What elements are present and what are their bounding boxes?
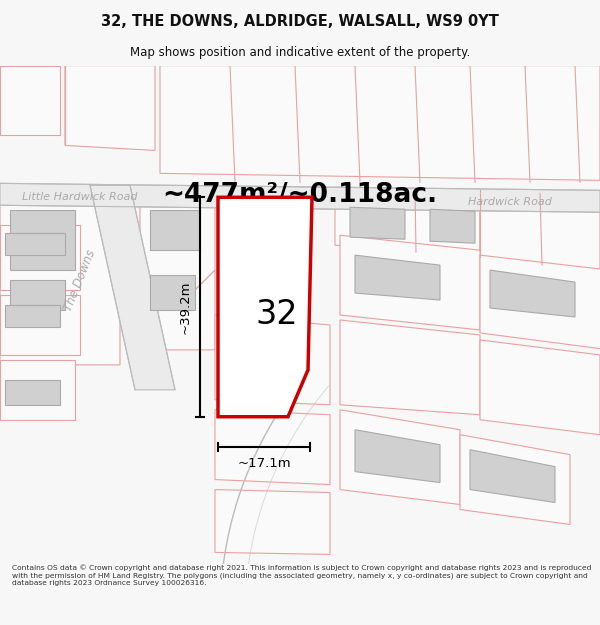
Polygon shape — [0, 190, 120, 365]
Polygon shape — [160, 66, 600, 181]
Polygon shape — [490, 270, 575, 317]
Text: Hardwick Road: Hardwick Road — [468, 198, 552, 208]
Text: Little Hardwick Road: Little Hardwick Road — [22, 192, 138, 202]
Polygon shape — [430, 209, 475, 243]
Polygon shape — [150, 210, 200, 250]
Polygon shape — [470, 449, 555, 503]
Bar — [5, 305, 60, 327]
Polygon shape — [90, 186, 175, 390]
Text: Contains OS data © Crown copyright and database right 2021. This information is : Contains OS data © Crown copyright and d… — [12, 564, 592, 586]
Text: ~39.2m: ~39.2m — [179, 280, 192, 334]
Text: 32, THE DOWNS, ALDRIDGE, WALSALL, WS9 0YT: 32, THE DOWNS, ALDRIDGE, WALSALL, WS9 0Y… — [101, 14, 499, 29]
Polygon shape — [340, 320, 480, 415]
Bar — [5, 233, 65, 255]
Polygon shape — [0, 225, 80, 290]
Polygon shape — [0, 295, 80, 355]
Bar — [5, 380, 60, 405]
Polygon shape — [355, 255, 440, 300]
Text: ~477m²/~0.118ac.: ~477m²/~0.118ac. — [163, 182, 437, 208]
Text: Map shows position and indicative extent of the property.: Map shows position and indicative extent… — [130, 46, 470, 59]
Polygon shape — [350, 208, 405, 239]
Polygon shape — [355, 430, 440, 482]
Text: ~17.1m: ~17.1m — [237, 457, 291, 469]
Text: The Downs: The Downs — [62, 248, 98, 312]
Text: 32: 32 — [256, 298, 298, 331]
Polygon shape — [140, 270, 215, 350]
Polygon shape — [335, 188, 480, 255]
Polygon shape — [218, 198, 312, 417]
Polygon shape — [0, 183, 600, 213]
Polygon shape — [10, 210, 75, 270]
Polygon shape — [150, 275, 195, 310]
Polygon shape — [0, 66, 60, 136]
Polygon shape — [215, 489, 330, 554]
Polygon shape — [0, 360, 75, 420]
Polygon shape — [215, 315, 330, 405]
Polygon shape — [140, 188, 215, 310]
Polygon shape — [480, 340, 600, 435]
Polygon shape — [215, 410, 330, 484]
Polygon shape — [340, 410, 460, 504]
Polygon shape — [460, 435, 570, 524]
Polygon shape — [480, 190, 600, 270]
Polygon shape — [480, 255, 600, 350]
Polygon shape — [340, 235, 480, 330]
Bar — [10, 280, 65, 310]
Polygon shape — [65, 66, 155, 151]
